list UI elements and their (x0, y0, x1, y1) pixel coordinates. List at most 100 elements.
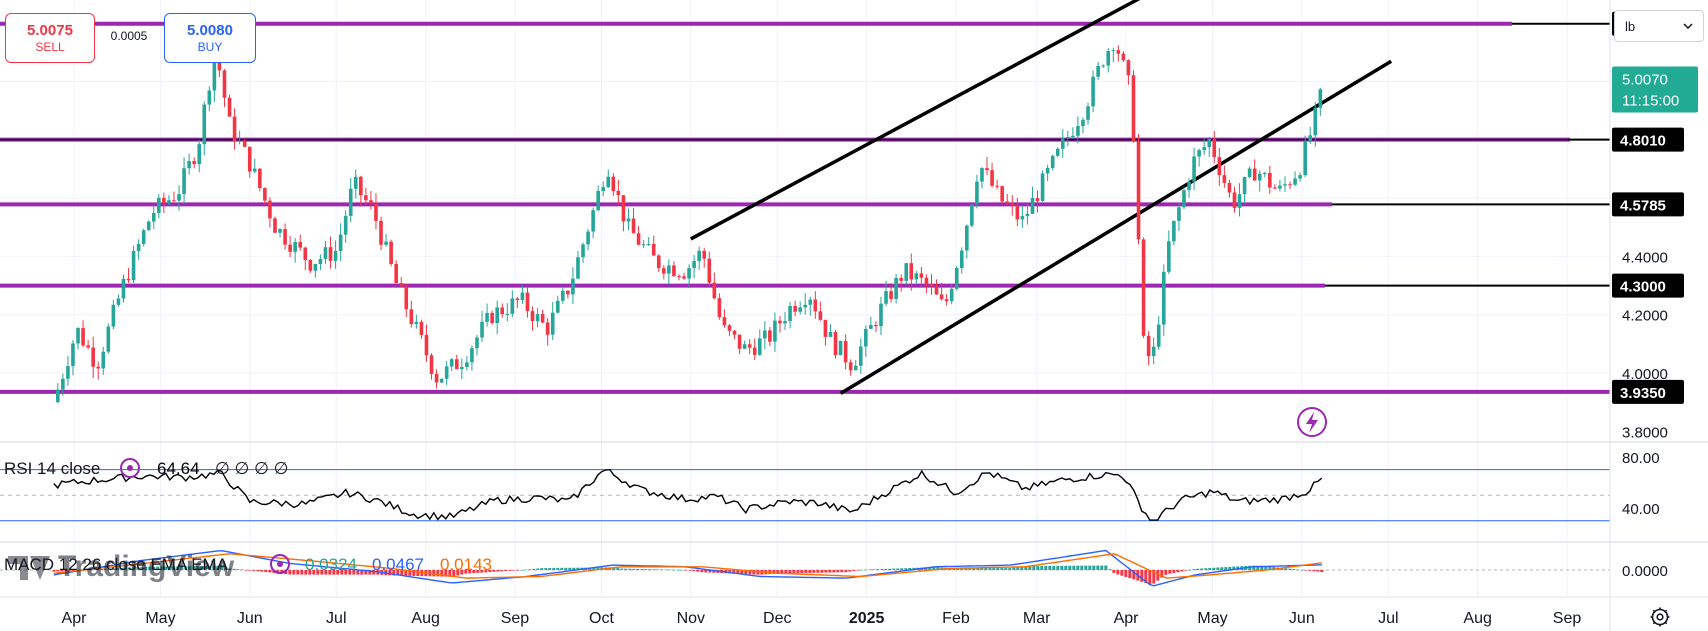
macd-histogram-bar (1204, 568, 1208, 570)
macd-histogram-bar (1048, 565, 1052, 570)
candle-body (656, 255, 661, 269)
time-tick-label: Jul (326, 610, 346, 627)
level-tag-4.3000[interactable]: 4.3000 (1612, 273, 1684, 298)
candle-body (434, 373, 439, 383)
candle-body (475, 337, 479, 349)
candle (1141, 237, 1146, 339)
candle-body (818, 311, 823, 320)
candle-body (76, 328, 80, 344)
macd-histogram-bar (612, 567, 616, 570)
macd-histogram-bar (248, 570, 252, 571)
macd-histogram-bar (520, 569, 524, 571)
lightning-icon[interactable] (1297, 407, 1327, 437)
candle (409, 300, 414, 328)
candle (1313, 102, 1318, 147)
price-axis[interactable]: 5.19855.007011:15:004.80104.57854.40004.… (1612, 11, 1698, 580)
visibility-icon[interactable] (270, 554, 290, 574)
candle-body (101, 351, 106, 369)
macd-histogram-bar (888, 568, 892, 570)
candle-body (96, 366, 101, 369)
candle (162, 192, 166, 214)
candle (182, 157, 186, 205)
macd-histogram-bar (316, 570, 320, 575)
price-tick-label: 4.0000 (1622, 366, 1668, 383)
unit-select[interactable]: lb (1614, 10, 1704, 42)
channel-line-upper[interactable] (689, 0, 1169, 241)
time-axis[interactable]: rAprMayJunJulAugSepOctNovDec2025FebMarAp… (0, 610, 1582, 627)
candle-body (460, 367, 464, 370)
macd-histogram-bar (1072, 565, 1076, 570)
candle-body (773, 320, 777, 342)
candle-body (550, 312, 555, 335)
candle (86, 339, 90, 350)
candle (980, 167, 984, 189)
candle-body (707, 258, 712, 283)
macd-histogram-bar (184, 566, 188, 570)
macd-histogram-bar (616, 568, 620, 570)
macd-histogram-bar (440, 570, 444, 577)
macd-histogram-bar (1144, 570, 1148, 584)
macd-histogram-bar (144, 566, 148, 570)
current-price-tag[interactable]: 5.0070 11:15:00 (1612, 66, 1698, 113)
candle-body (939, 294, 944, 300)
buy-button[interactable]: 5.0080 BUY (164, 13, 256, 63)
candle (707, 251, 712, 288)
candle (601, 181, 606, 197)
channel-line-lower[interactable] (839, 59, 1393, 395)
time-tick-label: May (1197, 610, 1227, 627)
settings-icon[interactable] (1649, 606, 1671, 628)
macd-histogram-bar (660, 569, 664, 571)
candle-body (1015, 205, 1020, 220)
candle (1035, 190, 1040, 213)
horizontal-levels[interactable] (0, 21, 1610, 394)
candle-body (616, 190, 621, 196)
channel-trendlines[interactable] (689, 0, 1393, 395)
candle (914, 270, 919, 284)
candle (818, 301, 823, 321)
macd-histogram-bar (1296, 569, 1300, 571)
candle-body (535, 314, 540, 322)
macd-histogram-bar (736, 570, 740, 574)
level-tag-4.5785[interactable]: 4.5785 (1612, 192, 1684, 217)
macd-histogram-bar (208, 565, 212, 570)
macd-histogram-bar (1028, 566, 1032, 570)
rsi-line (53, 468, 1323, 521)
macd-histogram-bar (1056, 565, 1060, 570)
level-tag-3.9350[interactable]: 3.9350 (1612, 379, 1684, 404)
candle (621, 195, 626, 232)
candle-body (177, 194, 181, 201)
macd-histogram-bar (1232, 566, 1236, 570)
visibility-icon[interactable] (120, 458, 140, 478)
candle-body (747, 344, 752, 348)
macd-value: 0.0324 (305, 555, 357, 574)
candle-body (227, 97, 232, 117)
macd-histogram-bar (700, 570, 704, 573)
candle (874, 321, 878, 333)
candle (465, 356, 469, 371)
candle-body (1197, 150, 1201, 157)
macd-histogram-bar (1000, 568, 1004, 570)
macd-histogram-bar (392, 570, 396, 576)
candle (460, 358, 464, 379)
candle-body (495, 307, 499, 324)
time-tick-label: Apr (1114, 610, 1140, 627)
candle-body (293, 242, 297, 252)
candle-body (1081, 119, 1085, 127)
candle-body (576, 257, 580, 279)
level-tag-4.8010[interactable]: 4.8010 (1612, 127, 1684, 152)
candle (1167, 230, 1171, 274)
candle (222, 68, 227, 107)
macd-histogram-bar (728, 570, 732, 574)
macd-histogram-bar (640, 569, 644, 570)
candle-body (1177, 207, 1181, 221)
candle (591, 207, 595, 239)
sell-button[interactable]: 5.0075 SELL (5, 13, 95, 63)
macd-histogram-bar (676, 569, 680, 571)
macd-histogram-bar (1256, 565, 1260, 570)
macd-histogram-bar (1020, 566, 1024, 570)
candle (485, 303, 489, 327)
current-price-text: 5.0070 (1622, 72, 1668, 89)
candle-body (965, 225, 969, 251)
